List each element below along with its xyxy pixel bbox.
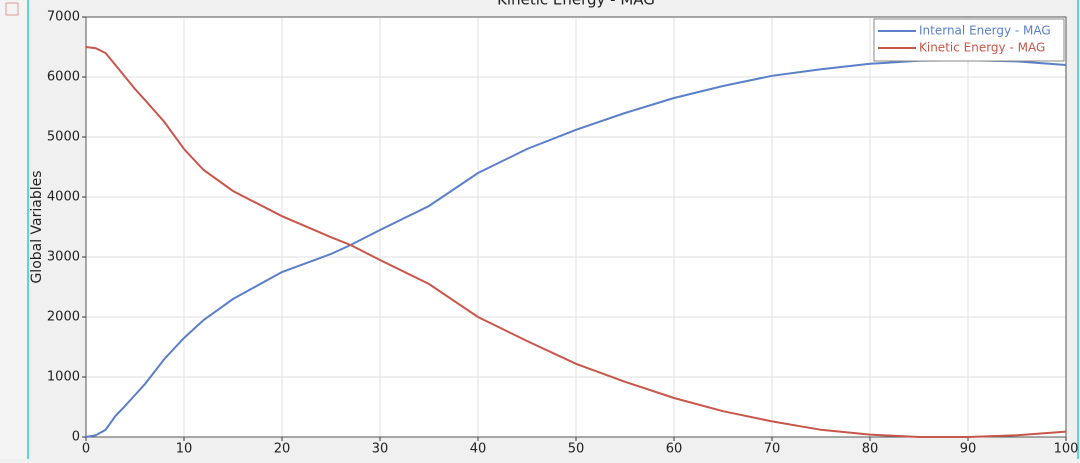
y-tick-label: 6000 [47, 70, 80, 85]
series-line [85, 46, 1067, 438]
icon[interactable] [5, 2, 19, 16]
x-tick-label: 40 [470, 442, 487, 457]
x-tick-label: 60 [666, 442, 683, 457]
x-tick-label: 80 [862, 442, 879, 457]
x-tick-label: 100 [1054, 442, 1079, 457]
y-tick-label: 1000 [47, 370, 80, 385]
y-tick-label: 3000 [47, 250, 80, 265]
chart-title: Kinetic Energy - MAG [497, 0, 655, 9]
side-strip [0, 0, 28, 459]
plot-frame [85, 16, 1067, 438]
y-tick-label: 0 [72, 430, 80, 445]
series-line [85, 59, 1067, 438]
y-tick-label: 5000 [47, 130, 80, 145]
x-tick-label: 0 [82, 442, 90, 457]
y-tick-label: 4000 [47, 190, 80, 205]
y-tick-label: 2000 [47, 310, 80, 325]
legend-label: Internal Energy - MAG [919, 24, 1051, 38]
x-tick-label: 90 [960, 442, 977, 457]
x-tick-label: 10 [176, 442, 193, 457]
x-tick-label: 50 [568, 442, 585, 457]
legend-box [873, 18, 1065, 62]
y-tick-label: 7000 [47, 10, 80, 25]
x-tick-label: 20 [274, 442, 291, 457]
x-tick-label: 70 [764, 442, 781, 457]
legend-label: Kinetic Energy - MAG [919, 41, 1045, 55]
y-axis-label: Global Variables [29, 170, 45, 283]
x-tick-label: 30 [372, 442, 389, 457]
